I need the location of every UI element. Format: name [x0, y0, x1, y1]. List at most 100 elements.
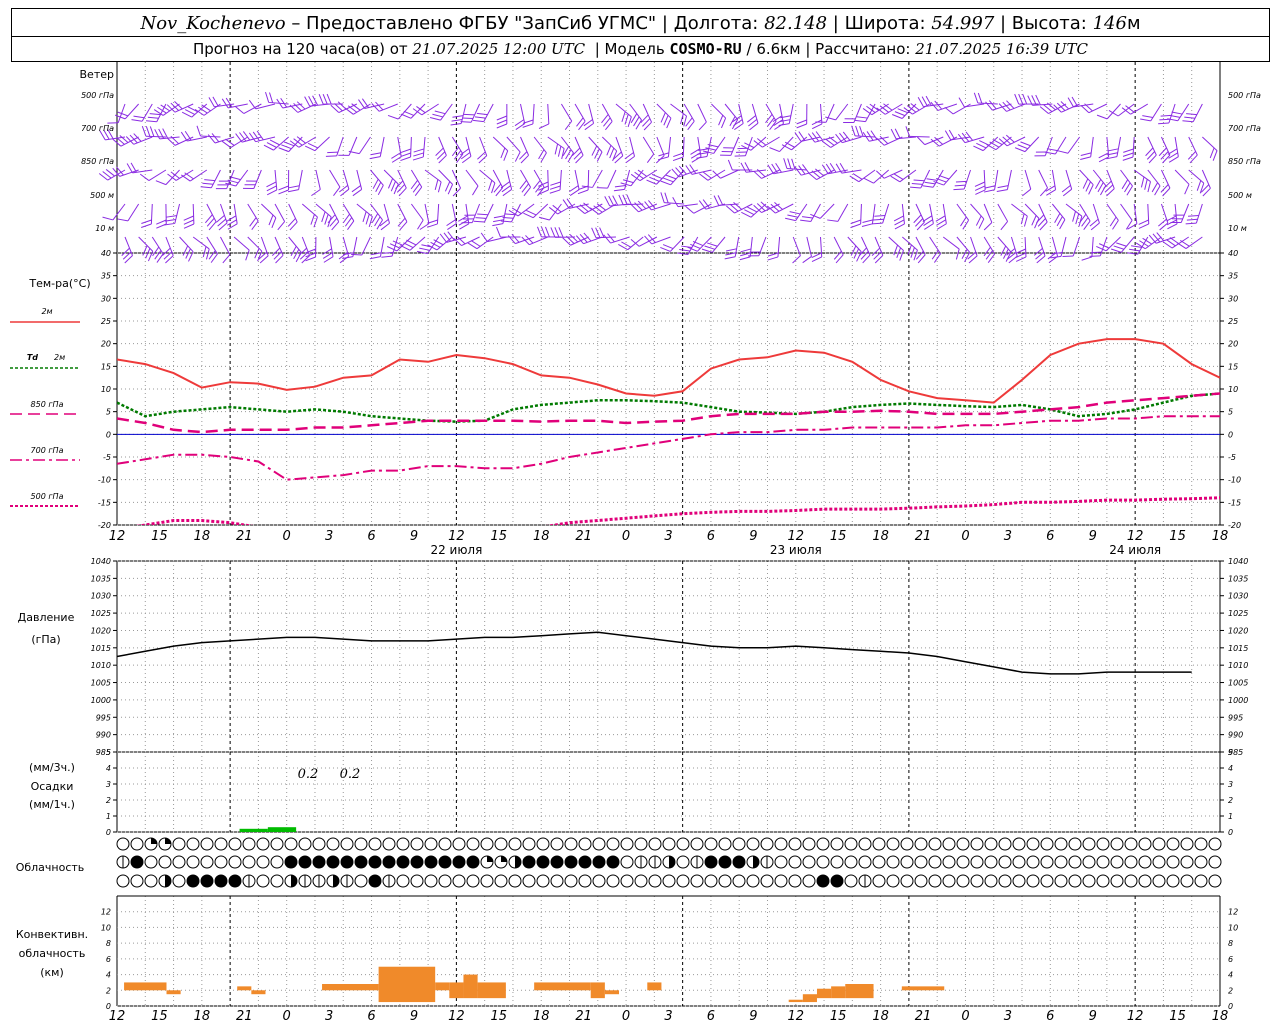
wind-barb-flag: [225, 97, 233, 108]
wind-barb-flag: [1173, 214, 1185, 216]
hour-label-top: 9: [410, 529, 418, 544]
conv-tick-label-left: 6: [106, 955, 111, 964]
cloud-circle-full: [817, 875, 829, 887]
cloud-circle: [284, 855, 298, 869]
wind-barb: [1170, 203, 1190, 224]
wind-barb-flag: [717, 195, 724, 206]
wind-barb-staff: [730, 136, 740, 156]
wind-barb: [1174, 169, 1190, 195]
wind-barb-flag: [660, 180, 671, 186]
wind-barb: [720, 136, 740, 156]
cloud-circle: [1180, 837, 1194, 851]
wind-barb: [646, 169, 671, 185]
wind-barb-flag: [461, 155, 472, 164]
wind-barb-flag: [464, 214, 476, 216]
cloud-circle: [746, 874, 760, 888]
temp-title: Тем-ра(°С): [28, 277, 90, 290]
wind-barb-flag: [165, 215, 177, 218]
wind-barb-staff: [383, 203, 390, 224]
wind-barb-staff: [352, 236, 358, 257]
wind-barb-flag: [807, 133, 816, 143]
wind-barb-flag: [552, 204, 562, 213]
wind-barb-flag: [851, 125, 856, 137]
wind-barb: [811, 236, 823, 263]
cloud-circle-outline: [788, 855, 802, 869]
cloud-circle-outline: [550, 837, 564, 851]
wind-barb: [576, 202, 603, 215]
wind-barb-flag: [167, 173, 177, 181]
wind-barb-staff: [1133, 169, 1151, 182]
wind-barb-flag: [1125, 220, 1133, 230]
wind-barb: [1081, 236, 1094, 261]
hour-label-top: 21: [915, 529, 932, 544]
wind-barb-flag: [348, 150, 360, 155]
wind-barb-staff: [779, 136, 794, 152]
cloud-circle: [816, 874, 830, 888]
wind-barb-staff: [651, 203, 671, 211]
cloud-circle-outline: [746, 874, 760, 888]
wind-barb-staff: [574, 169, 580, 190]
conv-cloud-block: [124, 982, 167, 991]
wind-barb-flag: [741, 211, 752, 218]
wind-barb-flag: [522, 123, 534, 128]
conv-tick-label-left: 2: [106, 986, 111, 995]
wind-barb: [467, 236, 494, 250]
cloud-circle: [732, 837, 746, 851]
cloud-circle: [172, 874, 186, 888]
wind-barb-staff: [471, 203, 481, 223]
temp-tick-label-right: 20: [1228, 340, 1238, 349]
wind-barb-staff: [532, 203, 549, 219]
wind-barb: [701, 236, 726, 253]
wind-barb-flag: [182, 245, 189, 256]
wind-barb-flag: [1162, 187, 1171, 197]
wind-barb: [810, 203, 835, 219]
wind-barb-flag: [452, 187, 461, 197]
wind-barb-flag: [612, 150, 618, 162]
precip-tick-label-left: 0: [106, 828, 111, 837]
wind-barb-staff: [929, 203, 934, 224]
wind-barb-staff: [529, 236, 548, 246]
wind-barb-staff: [329, 203, 340, 223]
wind-barb-flag: [338, 154, 350, 156]
wind-barb: [305, 236, 317, 262]
wind-barb-flag: [769, 120, 777, 131]
wind-barb: [435, 136, 447, 164]
wind-barb-flag: [351, 185, 361, 193]
wind-barb-staff: [1144, 236, 1162, 250]
cloud-circle: [480, 855, 494, 869]
wind-barb: [922, 203, 934, 230]
wind-barb-staff: [909, 135, 930, 138]
cloud-circle-outline: [256, 874, 270, 888]
wind-barb-flag: [145, 120, 157, 123]
wind-barb-flag: [266, 142, 277, 148]
cloud-circle-full: [201, 875, 213, 887]
cloud-circle-outline: [872, 855, 886, 869]
wind-barb-flag: [252, 131, 260, 142]
cloud-circle-outline: [242, 837, 256, 851]
wind-barb: [338, 136, 358, 156]
wind-barb: [98, 169, 126, 181]
wind-barb: [183, 203, 195, 229]
wind-barb-flag: [131, 119, 143, 122]
wind-barb-flag: [342, 252, 354, 256]
cloud-circle: [354, 837, 368, 851]
wind-barb-flag: [839, 162, 847, 173]
wind-barb-flag: [235, 106, 245, 114]
wind-barb-staff: [837, 203, 849, 222]
wind-barb-flag: [897, 108, 908, 114]
conv-title-1: Конвективн.: [16, 928, 88, 941]
cloud-circle: [214, 855, 228, 869]
cloud-circle: [298, 837, 312, 851]
wind-barb-flag: [472, 119, 484, 123]
cloud-circle: [718, 874, 732, 888]
wind-barb-flag: [698, 148, 709, 151]
wind-barb: [944, 103, 971, 115]
wind-barb: [439, 231, 467, 243]
wind-barb-staff: [842, 136, 862, 144]
wind-barb-flag: [400, 152, 411, 158]
wind-barb-flag: [456, 236, 466, 245]
wind-barb: [289, 101, 317, 113]
cloud-circle: [872, 874, 886, 888]
wind-barb-staff: [1065, 169, 1073, 190]
wind-barb-flag: [775, 162, 782, 173]
